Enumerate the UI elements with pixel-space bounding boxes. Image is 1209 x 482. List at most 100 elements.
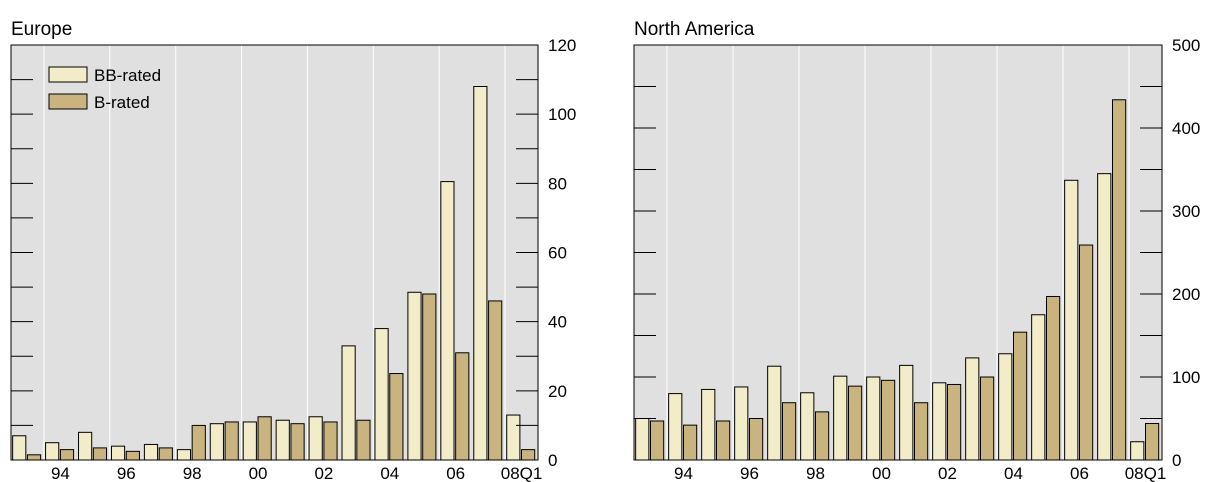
legend-swatch-bb-rated bbox=[48, 66, 88, 83]
bar-bb-rated-06 bbox=[440, 181, 455, 461]
x-tick-label: 04 bbox=[1004, 464, 1023, 482]
y-tick-label: 300 bbox=[1172, 202, 1200, 221]
bar-bb-rated-94 bbox=[668, 393, 683, 461]
bar-b-rated-99 bbox=[848, 385, 863, 461]
x-tick-label: 08Q1 bbox=[501, 464, 543, 482]
x-tick-label: 96 bbox=[117, 464, 136, 482]
bar-b-rated-08Q1 bbox=[1145, 422, 1160, 461]
y-tick-label: 20 bbox=[548, 382, 567, 401]
legend-swatch-b-rated bbox=[48, 93, 88, 110]
bar-bb-rated-01 bbox=[899, 364, 914, 461]
y-tick-label: 40 bbox=[548, 313, 567, 332]
bar-bb-rated-07 bbox=[473, 86, 488, 461]
x-tick-label: 00 bbox=[872, 464, 891, 482]
y-tick-label: 500 bbox=[1172, 36, 1200, 55]
bar-bb-rated-06 bbox=[1064, 179, 1079, 461]
bar-bb-rated-94 bbox=[45, 442, 60, 461]
x-tick-label: 94 bbox=[51, 464, 70, 482]
y-tick-label: 60 bbox=[548, 244, 567, 263]
bar-b-rated-97 bbox=[158, 447, 173, 461]
bar-bb-rated-99 bbox=[209, 423, 224, 461]
bar-b-rated-00 bbox=[881, 379, 896, 461]
x-tick-label: 02 bbox=[314, 464, 333, 482]
bar-b-rated-05 bbox=[1046, 295, 1061, 461]
bar-bb-rated-98 bbox=[800, 392, 815, 461]
bar-b-rated-07 bbox=[1112, 99, 1127, 461]
bar-bb-rated-00 bbox=[242, 421, 257, 461]
x-tick-label: 06 bbox=[1070, 464, 1089, 482]
bar-bb-rated-95 bbox=[78, 431, 93, 461]
bar-bb-rated-03 bbox=[341, 345, 356, 461]
legend-label-b-rated: B-rated bbox=[94, 93, 150, 112]
x-tick-label: 98 bbox=[806, 464, 825, 482]
bar-b-rated-96 bbox=[125, 450, 140, 461]
y-tick-label: 200 bbox=[1172, 285, 1200, 304]
bar-bb-rated-02 bbox=[932, 382, 947, 461]
bar-b-rated-02 bbox=[323, 421, 338, 461]
bar-b-rated-03 bbox=[356, 419, 371, 461]
bar-b-rated-01 bbox=[914, 402, 929, 461]
bar-bb-rated-05 bbox=[1031, 314, 1046, 461]
y-tick-label: 80 bbox=[548, 174, 567, 193]
bar-b-rated-98 bbox=[815, 411, 830, 461]
bar-b-rated-05 bbox=[422, 293, 437, 461]
bar-b-rated-02 bbox=[947, 383, 962, 461]
x-tick-label: 02 bbox=[938, 464, 957, 482]
bar-b-rated-07 bbox=[488, 300, 503, 461]
bar-b-rated-04 bbox=[1013, 331, 1028, 461]
bar-b-rated-00 bbox=[257, 416, 272, 461]
bar-bb-rated-02 bbox=[308, 416, 323, 461]
bar-bb-rated-93 bbox=[635, 418, 650, 461]
bar-b-rated-93 bbox=[650, 420, 665, 461]
bar-b-rated-95 bbox=[92, 447, 108, 461]
bar-b-rated-95 bbox=[716, 420, 731, 461]
bar-bb-rated-95 bbox=[701, 388, 716, 461]
bar-bb-rated-98 bbox=[176, 449, 192, 461]
bar-bb-rated-08Q1 bbox=[506, 414, 521, 461]
bar-b-rated-94 bbox=[683, 424, 698, 461]
bar-b-rated-06 bbox=[1079, 244, 1094, 461]
bar-bb-rated-05 bbox=[407, 291, 422, 461]
bar-bb-rated-00 bbox=[866, 376, 881, 461]
bar-bb-rated-07 bbox=[1097, 173, 1112, 461]
chart-panel-north-america: North America 0 100 200 300 400 500 94 96 98 00 02 0… bbox=[633, 19, 1200, 482]
bar-bb-rated-04 bbox=[374, 328, 389, 461]
x-tick-label: 04 bbox=[380, 464, 399, 482]
bar-bb-rated-04 bbox=[998, 353, 1013, 461]
x-tick-label: 06 bbox=[446, 464, 465, 482]
bar-bb-rated-01 bbox=[275, 419, 290, 461]
bar-bb-rated-97 bbox=[143, 443, 159, 461]
bar-b-rated-98 bbox=[191, 424, 206, 461]
x-tick-label: 08Q1 bbox=[1125, 464, 1167, 482]
bar-bb-rated-96 bbox=[734, 386, 749, 461]
x-tick-label: 94 bbox=[674, 464, 693, 482]
legend-label-bb-rated: BB-rated bbox=[94, 66, 161, 85]
bar-b-rated-06 bbox=[455, 352, 470, 461]
x-tick-label: 00 bbox=[249, 464, 268, 482]
bar-bb-rated-03 bbox=[965, 357, 980, 461]
bar-b-rated-94 bbox=[59, 449, 75, 461]
bar-b-rated-97 bbox=[782, 402, 797, 461]
bar-bb-rated-93 bbox=[12, 435, 27, 461]
x-tick-label: 96 bbox=[740, 464, 759, 482]
y-tick-label: 100 bbox=[1172, 368, 1200, 387]
bar-b-rated-99 bbox=[224, 421, 239, 461]
bar-b-rated-08Q1 bbox=[521, 449, 536, 461]
chart-panel-europe: Europe 0 20 40 60 80 100 120 94 96 98 00 02 04 06 08Q1 B… bbox=[10, 19, 576, 482]
y-tick-label: 100 bbox=[548, 105, 576, 124]
bar-b-rated-93 bbox=[26, 454, 42, 461]
bar-bb-rated-08Q1 bbox=[1130, 441, 1145, 461]
bar-b-rated-96 bbox=[749, 418, 764, 461]
bar-bb-rated-99 bbox=[833, 375, 848, 461]
y-tick-label: 0 bbox=[1172, 451, 1181, 470]
chart-title: North America bbox=[634, 19, 755, 40]
y-tick-label: 120 bbox=[548, 36, 576, 55]
y-tick-label: 0 bbox=[548, 451, 557, 470]
bar-b-rated-04 bbox=[389, 373, 404, 461]
bar-b-rated-03 bbox=[980, 376, 995, 461]
chart-title: Europe bbox=[11, 19, 72, 40]
bar-bb-rated-96 bbox=[110, 445, 126, 461]
bar-bb-rated-97 bbox=[767, 365, 782, 461]
legend: BB-rated B-rated bbox=[48, 66, 161, 112]
